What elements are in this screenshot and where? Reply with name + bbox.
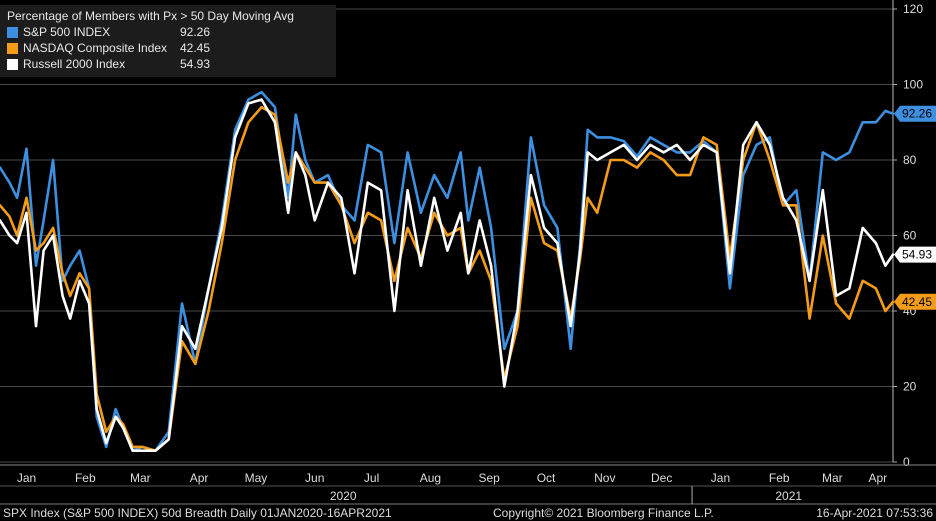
- x-tick-label-14: Mar: [822, 471, 843, 485]
- legend-value-sp500: 92.26: [180, 25, 211, 39]
- end-label-text-1: 42.45: [902, 295, 932, 309]
- x-tick-label-12: Jan: [711, 471, 730, 485]
- x-tick-label-15: Apr: [868, 471, 887, 485]
- series-line-1: [0, 105, 895, 453]
- end-label-tag-0: [894, 105, 936, 122]
- legend-name-nasdaq: NASDAQ Composite Index: [23, 41, 168, 55]
- legend-name-russell: Russell 2000 Index: [23, 57, 126, 71]
- x-year-label-0: 2020: [330, 489, 357, 503]
- series-line-2: [0, 98, 895, 453]
- footer-timestamp: 16-Apr-2021 07:53:36: [816, 506, 933, 520]
- x-tick-label-0: Jan: [17, 471, 36, 485]
- chart-title: Percentage of Members with Px > 50 Day M…: [7, 9, 294, 23]
- legend-swatch-sp500: [7, 27, 18, 38]
- x-tick-label-3: Apr: [190, 471, 209, 485]
- end-label-text-0: 92.26: [902, 107, 932, 121]
- legend: Percentage of Members with Px > 50 Day M…: [0, 5, 336, 77]
- end-label-text-2: 54.93: [902, 248, 932, 262]
- legend-entry-sp500: S&P 500 INDEX 92.26: [7, 25, 327, 41]
- series-line-0: [0, 90, 895, 453]
- y-tick-label-120: 120: [903, 2, 923, 16]
- legend-swatch-nasdaq: [7, 43, 18, 54]
- x-tick-label-11: Dec: [651, 471, 672, 485]
- y-tick-label-60: 60: [903, 229, 917, 243]
- y-tick-label-20: 20: [903, 380, 917, 394]
- x-tick-label-7: Aug: [420, 471, 441, 485]
- y-tick-label-100: 100: [903, 78, 923, 92]
- end-label-tag-2: [894, 246, 936, 263]
- x-tick-label-8: Sep: [478, 471, 500, 485]
- legend-name-sp500: S&P 500 INDEX: [23, 25, 111, 39]
- footer-copyright: Copyright© 2021 Bloomberg Finance L.P.: [493, 506, 714, 520]
- x-tick-label-9: Oct: [537, 471, 556, 485]
- x-axis: Jan Feb Mar Apr May Jun Jul Aug Sep Oct Nov Dec Jan F…: [0, 464, 936, 505]
- x-tick-label-4: May: [245, 471, 268, 485]
- end-label-tag-1: [894, 293, 936, 310]
- legend-swatch-russell: [7, 59, 18, 70]
- footer-description: SPX Index (S&P 500 INDEX) 50d Breadth Da…: [3, 506, 392, 520]
- end-value-labels: 92.26 42.45 54.93: [894, 105, 936, 310]
- x-tick-label-1: Feb: [75, 471, 96, 485]
- x-tick-label-13: Feb: [769, 471, 790, 485]
- legend-entry-nasdaq: NASDAQ Composite Index 42.45: [7, 41, 327, 57]
- x-tick-label-2: Mar: [130, 471, 151, 485]
- legend-value-russell: 54.93: [180, 57, 211, 71]
- x-tick-label-6: Jul: [364, 471, 379, 485]
- x-year-label-1: 2021: [775, 489, 802, 503]
- series-lines: [0, 90, 895, 453]
- x-tick-label-5: Jun: [305, 471, 324, 485]
- legend-value-nasdaq: 42.45: [180, 41, 211, 55]
- y-tick-label-80: 80: [903, 153, 917, 167]
- legend-entry-russell: Russell 2000 Index 54.93: [7, 57, 327, 73]
- x-tick-label-10: Nov: [594, 471, 615, 485]
- y-tick-label-0: 0: [903, 455, 910, 469]
